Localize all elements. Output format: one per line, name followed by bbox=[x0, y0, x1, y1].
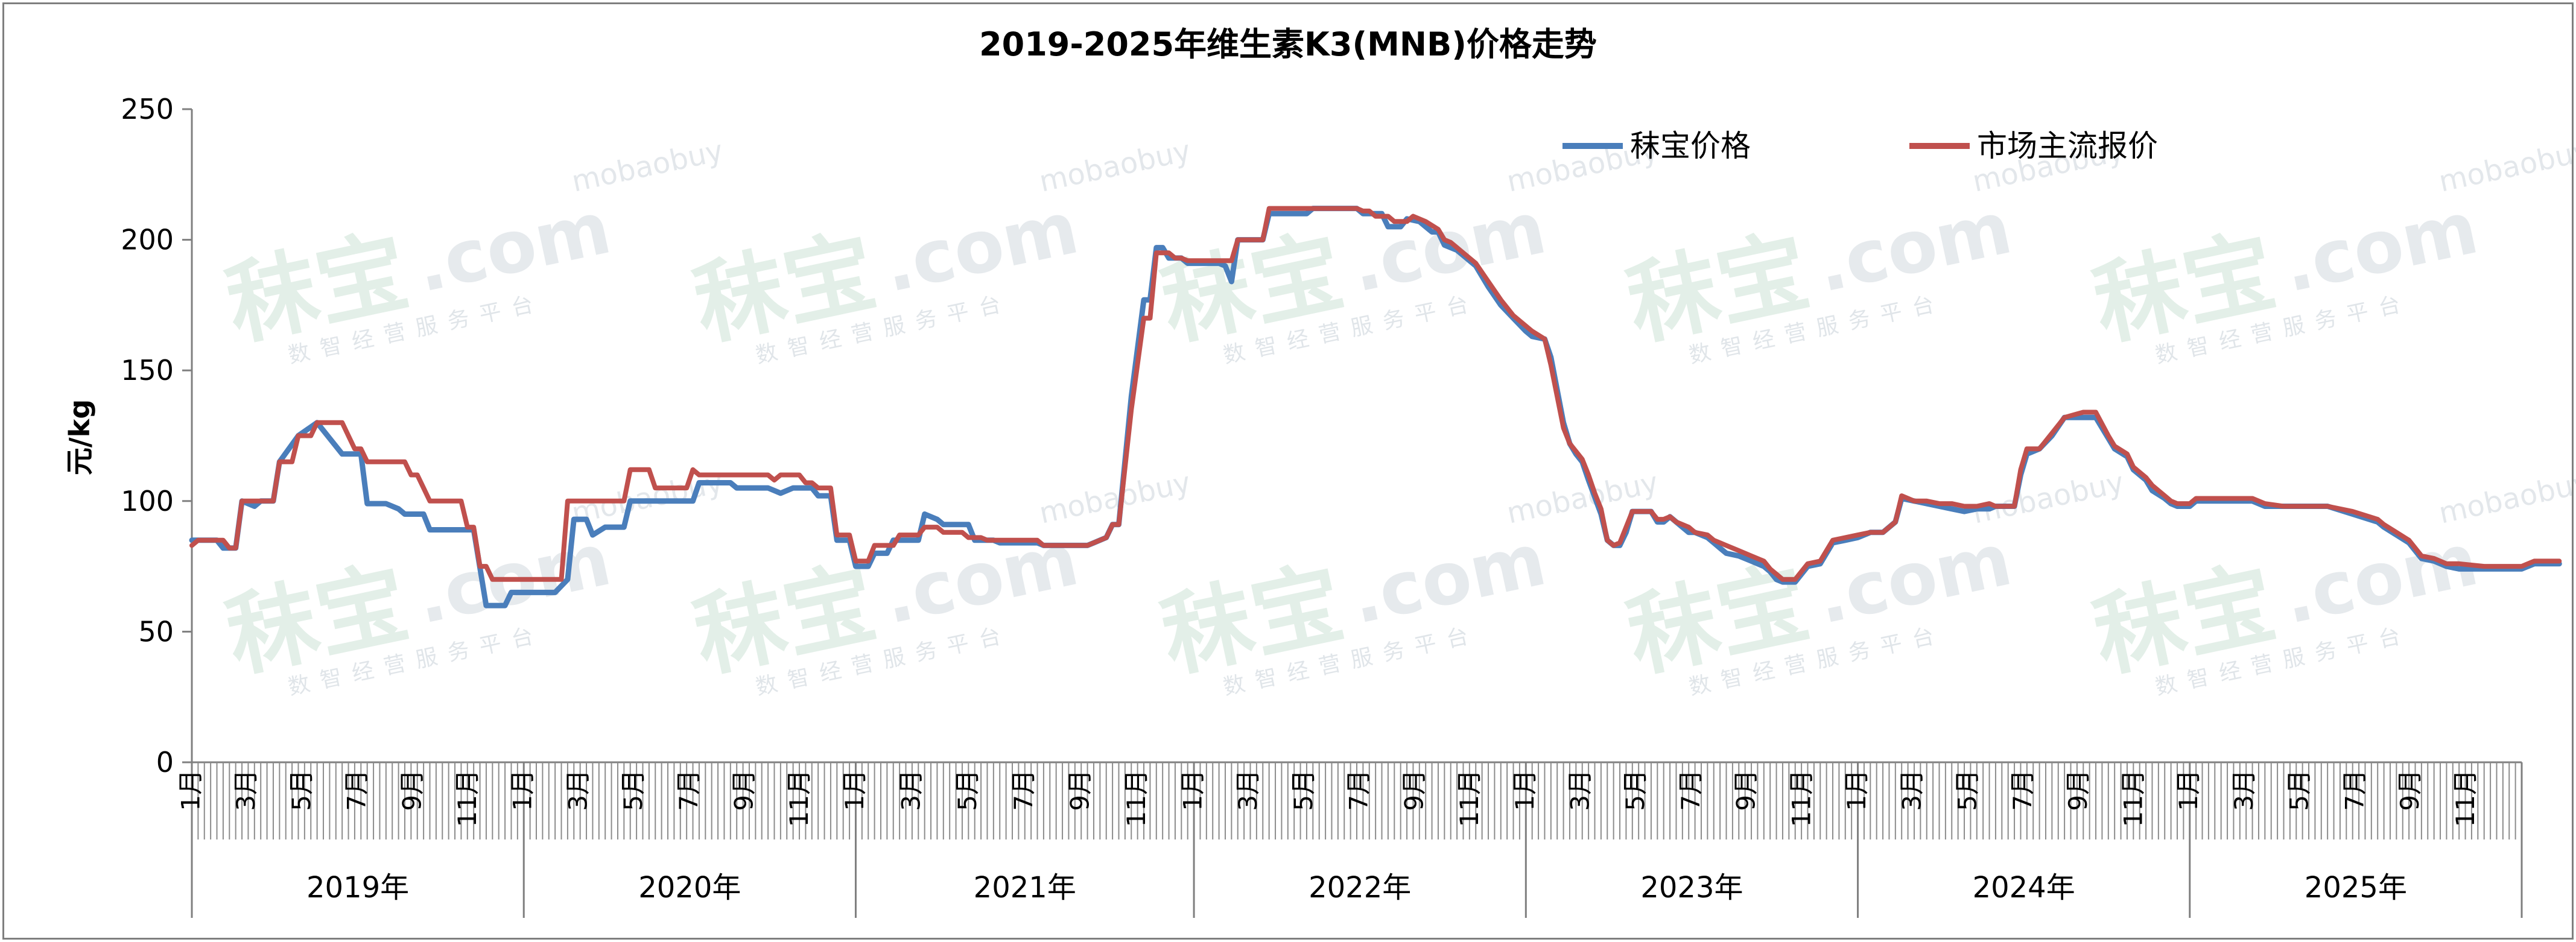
month-label: 3月 bbox=[1565, 770, 1594, 811]
month-label: 7月 bbox=[1009, 770, 1038, 811]
watermark-domain: .com bbox=[1344, 518, 1553, 640]
month-label: 7月 bbox=[1676, 770, 1705, 811]
legend-label-2: 市场主流报价 bbox=[1977, 128, 2158, 163]
y-tick-label: 50 bbox=[138, 615, 174, 648]
watermark-domain: .com bbox=[1810, 186, 2019, 309]
legend-label-1: 秣宝价格 bbox=[1630, 128, 1751, 163]
month-label: 1月 bbox=[1178, 770, 1208, 811]
watermark-small: mobaobuy bbox=[2436, 134, 2576, 199]
month-label: 5月 bbox=[287, 770, 316, 811]
y-tick-label: 250 bbox=[121, 93, 174, 125]
year-label: 2023年 bbox=[1640, 871, 1743, 905]
month-label: 5月 bbox=[1289, 770, 1318, 811]
month-label: 3月 bbox=[563, 770, 592, 811]
year-label: 2019年 bbox=[306, 871, 409, 905]
month-label: 11月 bbox=[1121, 770, 1151, 827]
y-tick-label: 0 bbox=[156, 746, 174, 779]
month-label: 3月 bbox=[1233, 770, 1263, 811]
month-label: 1月 bbox=[840, 770, 869, 811]
series-line-2 bbox=[189, 206, 2562, 582]
watermark-small: mobaobuy bbox=[1970, 466, 2127, 531]
month-label: 1月 bbox=[2174, 770, 2203, 811]
month-label: 7月 bbox=[1344, 770, 1374, 811]
month-label: 11月 bbox=[2119, 770, 2148, 827]
year-label: 2024年 bbox=[1973, 871, 2075, 905]
month-label: 7月 bbox=[2008, 770, 2037, 811]
year-label: 2025年 bbox=[2305, 871, 2407, 905]
year-label: 2022年 bbox=[1309, 871, 1411, 905]
month-label: 1月 bbox=[176, 770, 205, 811]
month-label: 9月 bbox=[1399, 770, 1429, 811]
month-label: 5月 bbox=[953, 770, 982, 811]
watermark-small: mobaobuy bbox=[1036, 134, 1194, 199]
month-label: 11月 bbox=[784, 770, 814, 827]
month-label: 1月 bbox=[1842, 770, 1871, 811]
watermark-small: mobaobuy bbox=[569, 134, 726, 199]
legend: 秣宝价格 市场主流报价 bbox=[1562, 128, 2158, 163]
y-tick-label: 200 bbox=[121, 224, 174, 256]
y-tick-label: 100 bbox=[121, 485, 174, 517]
month-label: 7月 bbox=[342, 770, 372, 811]
watermark-domain: .com bbox=[2276, 518, 2485, 640]
year-label: 2021年 bbox=[974, 871, 1076, 905]
month-label: 11月 bbox=[2451, 770, 2480, 827]
month-label: 9月 bbox=[397, 770, 427, 811]
chart-title: 2019-2025年维生素K3(MNB)价格走势 bbox=[979, 25, 1597, 63]
month-label: 5月 bbox=[1620, 770, 1650, 811]
watermark-small: mobaobuy bbox=[2436, 466, 2576, 531]
month-label: 9月 bbox=[2395, 770, 2425, 811]
month-label: 1月 bbox=[508, 770, 538, 811]
series-lines bbox=[189, 206, 2562, 609]
month-label: 9月 bbox=[1065, 770, 1095, 811]
watermark-small: mobaobuy bbox=[1504, 466, 1661, 531]
month-label: 11月 bbox=[1455, 770, 1484, 827]
month-label: 3月 bbox=[1897, 770, 1927, 811]
month-label: 11月 bbox=[452, 770, 482, 827]
year-label: 2020年 bbox=[638, 871, 741, 905]
month-label: 1月 bbox=[1510, 770, 1540, 811]
month-label: 9月 bbox=[2063, 770, 2093, 811]
month-label: 11月 bbox=[1786, 770, 1816, 827]
month-label: 7月 bbox=[674, 770, 703, 811]
axes: 0 50 100 150 200 250 2019年 1月 3月 5月 7月 9月 11月 2020年 1月… bbox=[121, 93, 2523, 918]
watermark-domain: .com bbox=[409, 186, 618, 309]
month-label: 9月 bbox=[1731, 770, 1761, 811]
month-label: 3月 bbox=[231, 770, 261, 811]
watermark-small: mobaobuy bbox=[1036, 466, 1194, 531]
watermark-domain: .com bbox=[2276, 186, 2485, 309]
month-label: 9月 bbox=[729, 770, 759, 811]
month-label: 3月 bbox=[896, 770, 925, 811]
month-label: 5月 bbox=[618, 770, 648, 811]
y-tick-label: 150 bbox=[121, 354, 174, 387]
watermark-domain: .com bbox=[877, 186, 1085, 309]
month-label: 5月 bbox=[1952, 770, 1982, 811]
month-label: 7月 bbox=[2340, 770, 2369, 811]
y-axis-label: 元/kg bbox=[63, 399, 96, 475]
month-label: 5月 bbox=[2285, 770, 2314, 811]
month-label: 3月 bbox=[2229, 770, 2259, 811]
